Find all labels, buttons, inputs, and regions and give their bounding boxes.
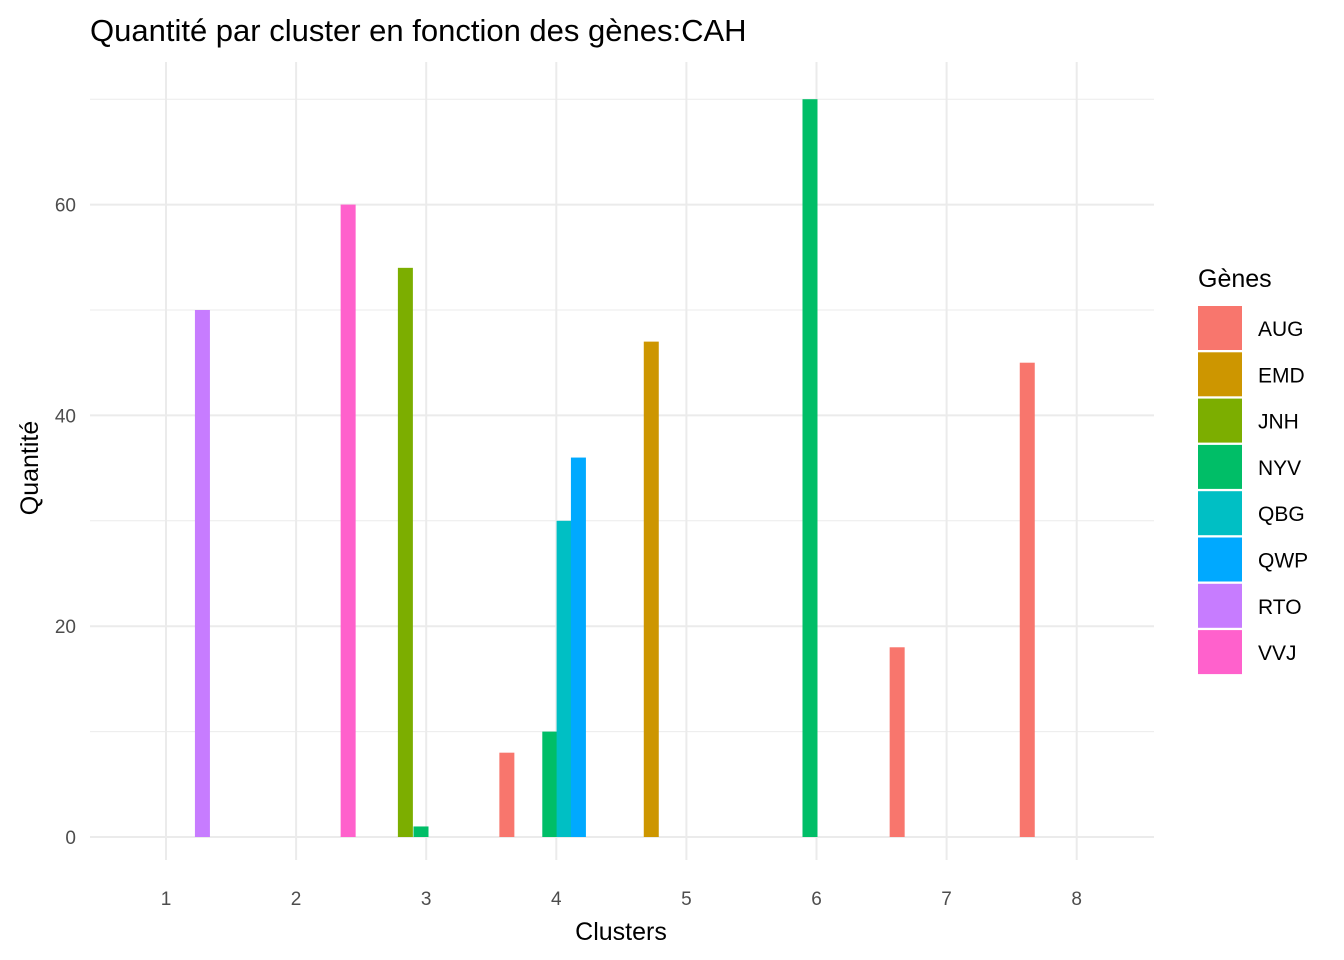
bar-emd bbox=[643, 341, 659, 837]
x-tick-label: 8 bbox=[1071, 889, 1082, 910]
grid-lines bbox=[90, 62, 1154, 860]
y-tick-label: 20 bbox=[55, 617, 76, 638]
legend-label: EMD bbox=[1258, 364, 1305, 387]
legend-label: JNH bbox=[1258, 411, 1299, 434]
legend-label: QBG bbox=[1258, 503, 1305, 526]
legend-label: RTO bbox=[1258, 596, 1302, 619]
x-tick-label: 6 bbox=[811, 889, 822, 910]
bar-aug bbox=[1019, 362, 1035, 837]
bar-aug bbox=[889, 647, 905, 837]
bar-rto bbox=[194, 310, 210, 837]
bar-nyv bbox=[413, 826, 429, 837]
bar-nyv bbox=[542, 731, 558, 837]
bar-vvj bbox=[340, 204, 356, 838]
legend-key-qwp bbox=[1198, 537, 1242, 582]
y-tick-label: 40 bbox=[55, 406, 76, 427]
bars bbox=[194, 99, 1035, 838]
legend-key-emd bbox=[1198, 352, 1242, 397]
bar-jnh bbox=[397, 267, 413, 838]
x-axis-ticks: 1 2 3 4 5 6 7 8 bbox=[161, 889, 1082, 910]
legend-title: Gènes bbox=[1198, 265, 1272, 293]
legend-key-qbg bbox=[1198, 491, 1242, 536]
bar-qwp bbox=[570, 457, 586, 837]
legend: Gènes AUG EMD JNH NYV QBG QWP RTO VVJ bbox=[1198, 265, 1308, 675]
x-tick-label: 2 bbox=[291, 889, 302, 910]
legend-key-nyv bbox=[1198, 444, 1242, 489]
y-tick-label: 60 bbox=[55, 196, 76, 217]
legend-label: AUG bbox=[1258, 318, 1304, 341]
legend-key-rto bbox=[1198, 583, 1242, 628]
bar-qbg bbox=[556, 520, 572, 837]
bar-nyv bbox=[802, 99, 818, 837]
x-tick-label: 3 bbox=[421, 889, 432, 910]
legend-label: QWP bbox=[1258, 550, 1308, 573]
chart-title: Quantité par cluster en fonction des gèn… bbox=[90, 13, 747, 48]
legend-label: VVJ bbox=[1258, 642, 1297, 665]
x-tick-label: 4 bbox=[551, 889, 562, 910]
legend-key-vvj bbox=[1198, 630, 1242, 675]
legend-label: NYV bbox=[1258, 457, 1301, 480]
legend-key-aug bbox=[1198, 306, 1242, 350]
x-axis-title: Clusters bbox=[575, 918, 667, 946]
y-axis-title: Quantité bbox=[16, 421, 44, 516]
x-tick-label: 7 bbox=[941, 889, 952, 910]
legend-key-jnh bbox=[1198, 398, 1242, 443]
bar-aug bbox=[499, 752, 515, 837]
y-axis-ticks: 0 20 40 60 bbox=[55, 196, 76, 849]
x-tick-label: 1 bbox=[161, 889, 172, 910]
y-tick-label: 0 bbox=[65, 828, 76, 849]
x-tick-label: 5 bbox=[681, 889, 692, 910]
